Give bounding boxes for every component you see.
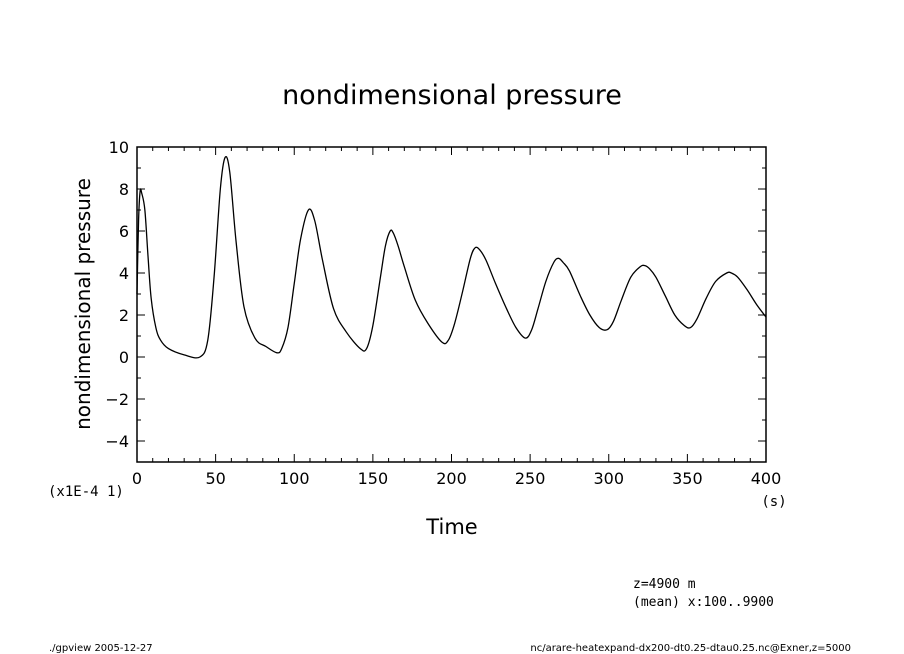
x-tick-label: 300 [593, 469, 624, 488]
y-tick-label: −2 [105, 390, 129, 409]
x-tick-label: 100 [279, 469, 310, 488]
x-unit-label: (s) [761, 494, 786, 510]
y-scale-note: (x1E-4 1) [48, 484, 124, 500]
z-info: z=4900 m [633, 577, 696, 592]
footer-right: nc/arare-heatexpand-dx200-dt0.25-dtau0.2… [530, 643, 851, 654]
series-line-pressure [136, 155, 767, 359]
x-tick-label: 250 [515, 469, 546, 488]
y-axis-label: nondimensional pressure [71, 178, 95, 430]
x-tick-label: 350 [672, 469, 703, 488]
footer-left: ./gpview 2005-12-27 [49, 643, 153, 654]
x-tick-label: 400 [751, 469, 782, 488]
y-tick-label: 2 [119, 306, 129, 325]
mean-info: (mean) x:100..9900 [633, 595, 774, 610]
x-axis: 0 50 100 150 200 250 300 350 400 [132, 147, 781, 488]
y-tick-label: 10 [109, 138, 129, 157]
chart-title: nondimensional pressure [282, 80, 622, 111]
y-tick-label: 0 [119, 348, 129, 367]
x-tick-label: 150 [358, 469, 389, 488]
y-tick-label: 4 [119, 264, 129, 283]
y-tick-label: −4 [105, 432, 129, 451]
y-axis: −4 −2 0 2 4 6 8 10 [105, 138, 766, 463]
y-tick-label: 8 [119, 180, 129, 199]
y-tick-label: 6 [119, 222, 129, 241]
plot-area [136, 146, 767, 463]
x-tick-label: 0 [132, 469, 142, 488]
x-axis-label: Time [425, 515, 477, 539]
x-tick-label: 200 [436, 469, 467, 488]
x-tick-label: 50 [205, 469, 225, 488]
